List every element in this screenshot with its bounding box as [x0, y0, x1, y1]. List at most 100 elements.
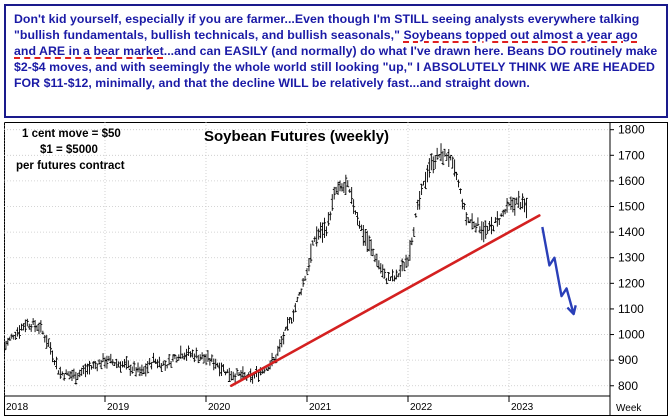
weekly-price-bar: [62, 373, 66, 381]
weekly-price-bar: [16, 327, 19, 337]
weekly-price-bar: [191, 349, 194, 358]
weekly-price-bar: [367, 235, 371, 252]
weekly-price-bar: [167, 354, 171, 366]
weekly-price-bar: [189, 351, 192, 358]
weekly-price-bar: [142, 366, 146, 375]
weekly-price-bar: [321, 222, 324, 243]
weekly-price-bar: [422, 180, 425, 186]
weekly-price-bar: [156, 359, 159, 369]
contract-note-dollar: $1 = $5000: [40, 144, 98, 156]
weekly-price-bar: [521, 193, 524, 209]
weekly-price-bar: [404, 254, 408, 268]
weekly-price-bar: [325, 226, 328, 237]
weekly-price-bar: [391, 269, 394, 282]
weekly-price-bar: [22, 323, 25, 331]
weekly-price-bar: [41, 330, 45, 335]
weekly-price-bar: [45, 335, 49, 349]
weekly-price-bar: [497, 218, 501, 226]
weekly-price-bar: [523, 198, 526, 213]
weekly-price-bar: [460, 198, 464, 210]
weekly-price-bar: [346, 180, 350, 188]
weekly-price-bar: [474, 222, 478, 233]
weekly-price-bar: [68, 370, 72, 380]
x-tick-label: 2021: [309, 402, 332, 413]
weekly-price-bar: [439, 143, 443, 162]
weekly-price-bar: [478, 226, 482, 234]
weekly-price-bar: [56, 370, 60, 375]
y-tick-label: 1200: [618, 276, 645, 290]
weekly-price-bar: [146, 360, 150, 374]
weekly-price-bar: [509, 196, 513, 210]
weekly-price-bar: [398, 265, 402, 278]
weekly-price-bar: [297, 292, 301, 296]
weekly-price-bar: [20, 323, 23, 331]
weekly-price-bar: [157, 356, 161, 368]
weekly-price-bar: [74, 371, 78, 385]
weekly-price-bar: [25, 318, 29, 327]
weekly-price-bar: [501, 209, 505, 217]
price-chart: 800 900 1000 1100 1200 1300 1400 1500 1600 1700 18…: [4, 122, 668, 416]
weekly-price-bar: [152, 352, 155, 363]
weekly-price-bar: [58, 366, 62, 379]
weekly-price-bar: [216, 362, 220, 368]
weekly-price-bar: [130, 366, 134, 374]
weekly-price-bar: [484, 220, 488, 239]
weekly-price-bar: [72, 368, 76, 379]
chart-panel: 800 900 1000 1100 1200 1300 1400 1500 1600 1700 18…: [4, 122, 668, 416]
contract-note-cent: 1 cent move = $50: [22, 128, 121, 140]
weekly-price-bar: [462, 202, 466, 211]
weekly-price-bar: [286, 316, 289, 331]
weekly-price-bar: [91, 361, 95, 369]
weekly-price-bar: [117, 361, 120, 368]
weekly-price-bar: [220, 362, 223, 376]
weekly-price-bar: [99, 359, 103, 370]
weekly-price-bar: [144, 363, 148, 377]
weekly-price-bar: [51, 350, 54, 363]
weekly-price-bar: [171, 354, 175, 362]
weekly-price-bar: [451, 156, 455, 169]
weekly-price-bar: [47, 338, 51, 347]
weekly-price-bar: [414, 213, 418, 218]
weekly-price-bar: [43, 334, 47, 343]
weekly-price-bar: [445, 153, 449, 161]
weekly-price-bar: [181, 353, 185, 359]
weekly-price-bar: [165, 364, 169, 369]
weekly-price-bar: [426, 164, 429, 183]
weekly-price-bar: [406, 256, 410, 267]
weekly-price-bar: [292, 309, 295, 322]
weekly-price-bar: [150, 361, 154, 370]
x-axis-title: Week: [616, 403, 642, 414]
y-tick-label: 1300: [618, 251, 645, 265]
weekly-price-bar: [334, 186, 338, 194]
weekly-price-bar: [455, 171, 458, 181]
weekly-price-bar: [499, 213, 503, 217]
weekly-price-bar: [208, 358, 212, 366]
weekly-price-bar: [105, 355, 109, 369]
weekly-price-bar: [27, 323, 31, 330]
x-tick-label: 2022: [410, 402, 433, 413]
weekly-price-bar: [344, 174, 348, 196]
weekly-price-bar: [134, 367, 138, 377]
y-tick-label: 800: [618, 379, 638, 393]
weekly-price-bar: [503, 208, 507, 215]
weekly-price-bar: [517, 190, 521, 208]
weekly-price-bar: [457, 179, 460, 188]
weekly-price-bar: [202, 353, 206, 364]
weekly-price-bar: [241, 366, 245, 380]
weekly-price-bar: [198, 354, 202, 362]
weekly-price-bar: [400, 258, 404, 272]
weekly-price-bar: [290, 317, 293, 324]
y-tick-label: 1700: [618, 148, 645, 162]
weekly-price-bar: [80, 367, 84, 376]
weekly-price-bar: [393, 275, 396, 282]
weekly-price-bar: [76, 372, 80, 380]
weekly-price-bar: [282, 331, 286, 345]
weekly-price-bar: [18, 325, 21, 339]
y-tick-label: 1800: [618, 123, 645, 137]
weekly-price-bar: [235, 368, 239, 375]
weekly-price-bar: [210, 354, 214, 363]
weekly-price-bar: [519, 202, 523, 210]
y-tick-label: 1500: [618, 200, 645, 214]
weekly-price-bar: [350, 186, 354, 205]
